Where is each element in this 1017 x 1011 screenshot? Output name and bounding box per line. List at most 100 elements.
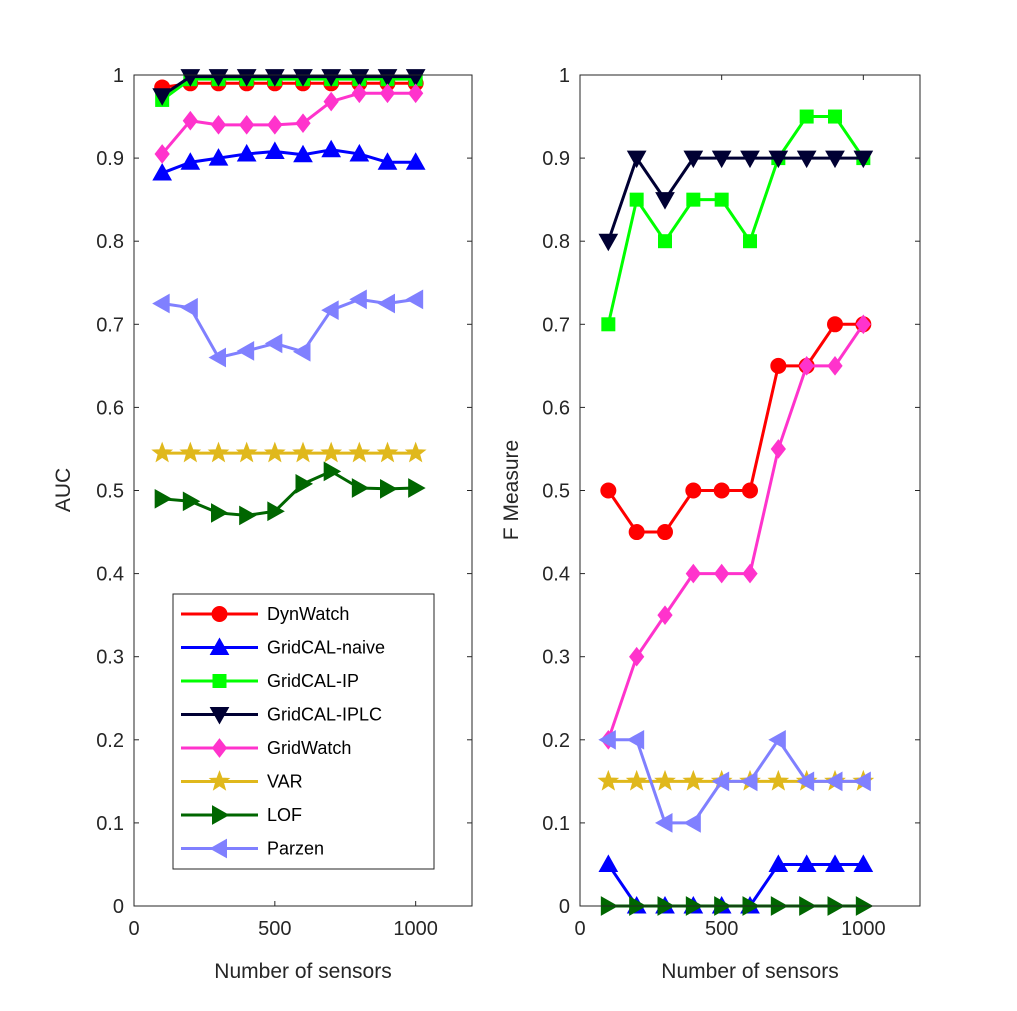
auc-y-tick-label: 0.1 [96,813,124,835]
auc-point-lof [182,491,201,512]
auc-line-gridcal-iplc [161,75,416,98]
auc-point-lof [239,505,257,526]
f-measure-point-gridcal-iplc [853,150,874,169]
auc-y-tick-label: 0.2 [96,730,124,752]
legend-entry-parzen: Parzen [181,839,324,859]
f-measure-point-parzen [796,771,815,792]
auc-series-gridwatch [154,83,424,164]
f-measure-y-tick-label: 0.6 [542,397,570,419]
auc-point-lof [408,478,426,498]
auc-point-var [404,441,427,463]
auc-point-gridcal-iplc [236,69,257,87]
f-measure-point-gridwatch [685,563,701,584]
auc-point-gridcal-naive [405,152,426,170]
auc-y-tick-label: 0.8 [96,231,124,253]
f-measure-chart: 0 0.1 0.2 0.3 0.4 0.5 0.6 0.7 0.8 0.9 1 0 500 1000 Nu… [500,65,921,983]
auc-point-parzen [349,289,367,310]
f-measure-line-gridwatch [606,323,865,741]
f-measure-point-parzen [654,813,673,833]
auc-point-gridwatch [323,91,339,112]
f-measure-point-parzen [853,771,871,792]
auc-y-tick-label: 0.3 [96,647,124,669]
auc-y-axis-label: AUC [52,468,75,512]
f-measure-line-gridcal-iplc [606,156,864,242]
f-measure-x-tick-label: 0 [574,918,585,940]
f-measure-y-tick-label: 0.4 [542,564,570,586]
f-measure-point-gridwatch [855,314,871,335]
f-measure-point-parzen [768,729,786,750]
auc-line-dynwatch [161,81,416,89]
f-measure-point-gridcal-iplc [711,150,732,169]
f-measure-y-axis-label: F Measure [500,440,523,540]
auc-point-gridcal-iplc [377,69,398,87]
f-measure-x-tick-label: 500 [705,918,738,940]
auc-point-parzen [152,293,170,314]
auc-point-var [292,441,314,463]
legend: DynWatch GridCAL-naive GridCAL-IP GridCAL-I… [172,593,435,870]
f-measure-y-tick-label: 0.2 [542,730,570,752]
f-measure-y-tick-label: 0.8 [542,231,570,253]
auc-point-lof [267,501,285,522]
legend-label-gridcal-iplc: GridCAL-IPLC [267,705,382,725]
legend-entry-gridcal-naive: GridCAL-naive [181,637,385,658]
f-measure-point-gridcal-naive [768,854,789,872]
f-measure-axes-box [579,74,921,907]
legend-entry-lof: LOF [181,805,302,825]
f-measure-point-gridwatch [629,646,645,667]
auc-point-var [320,441,343,463]
f-measure-point-gridcal-iplc [598,233,619,252]
f-measure-x-tick-label: 1000 [841,918,886,940]
f-measure-point-gridcal-naive [598,854,619,872]
f-measure-point-gridcal-ip [828,109,842,124]
legend-label-dynwatch: DynWatch [267,604,349,624]
f-measure-point-gridwatch [827,356,843,376]
f-measure-point-gridwatch [714,563,730,584]
legend-entry-gridwatch: GridWatch [181,738,351,758]
auc-point-var [151,441,174,463]
f-measure-line-gridcal-ip [606,115,865,325]
auc-point-gridwatch [182,110,198,131]
auc-point-lof [323,461,342,482]
f-measure-y-tick-label: 0.5 [542,481,570,503]
f-measure-point-dynwatch [685,482,702,499]
f-measure-point-gridcal-iplc [768,150,789,169]
legend-marker-var [208,770,231,791]
auc-series [151,69,427,526]
f-measure-point-gridcal-ip [658,234,672,249]
f-measure-point-parzen [598,729,616,750]
auc-point-lof [154,488,173,509]
f-measure-line-dynwatch [607,322,864,534]
auc-point-gridwatch [267,115,283,135]
f-measure-point-var [654,769,676,791]
auc-point-gridwatch [154,144,170,164]
auc-point-parzen [405,289,424,310]
auc-y-tick-label: 0.9 [96,148,124,170]
auc-x-tick-label: 1000 [393,918,438,940]
auc-line-gridcal-ip [161,77,416,102]
auc-line-gridcal-naive [161,148,416,175]
f-measure-point-gridcal-ip [714,192,729,207]
auc-point-var [348,441,371,463]
f-measure-point-dynwatch [742,482,758,499]
legend-marker-gridwatch [211,738,228,758]
auc-line-lof [162,469,416,517]
auc-point-var [263,441,286,463]
f-measure-point-var [682,769,705,791]
legend-entry-gridcal-iplc: GridCAL-IPLC [181,705,382,725]
auc-point-gridcal-iplc [293,69,313,87]
auc-point-var [235,441,258,463]
legend-entry-gridcal-ip: GridCAL-IP [181,671,359,691]
f-measure-point-gridcal-ip [601,317,616,332]
auc-point-var [179,441,202,463]
auc-point-var [207,441,230,463]
f-measure-y-tick-label: 0 [559,896,570,918]
auc-point-lof [351,478,370,498]
auc-point-gridwatch [379,83,396,104]
auc-y-tick-label: 0.4 [96,564,124,586]
legend-box [172,593,435,870]
auc-y-tick-label: 0 [113,896,124,918]
f-measure-y-tick-label: 0.7 [542,314,570,336]
auc-series-lof [154,461,426,526]
auc-x-tick-label: 500 [258,918,291,940]
f-measure-series-gridcal-iplc [598,150,874,252]
